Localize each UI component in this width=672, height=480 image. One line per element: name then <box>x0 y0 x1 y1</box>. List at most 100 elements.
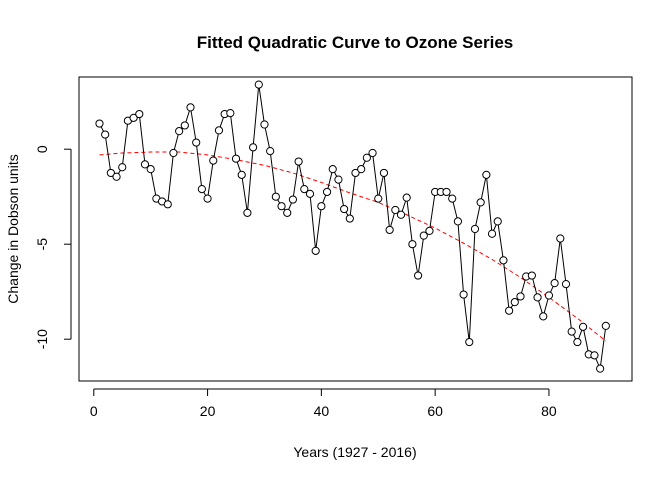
data-point <box>95 119 104 128</box>
data-point <box>550 279 559 288</box>
data-point <box>305 189 315 198</box>
fitted-curve-layer <box>99 151 607 342</box>
data-point <box>533 293 542 302</box>
data-point <box>129 113 138 122</box>
data-point <box>112 172 121 181</box>
data-point <box>493 217 502 226</box>
data-point <box>482 170 491 179</box>
data-point <box>140 160 150 169</box>
data-point <box>328 165 337 174</box>
data-point <box>408 240 417 249</box>
x-tick-label: 0 <box>90 403 98 419</box>
data-point <box>118 163 127 172</box>
data-point <box>379 168 389 178</box>
data-point <box>334 175 343 184</box>
plot-area-frame <box>78 76 633 382</box>
data-point <box>271 192 280 201</box>
y-axis: 0 -5 -10 <box>34 145 72 349</box>
y-tick-label: -10 <box>34 329 50 349</box>
data-point <box>283 208 292 217</box>
chart-title: Fitted Quadratic Curve to Ozone Series <box>197 33 513 52</box>
data-point <box>345 214 354 223</box>
data-point <box>197 185 206 194</box>
data-point <box>396 210 406 219</box>
data-point <box>351 168 360 178</box>
data-point <box>402 193 411 202</box>
data-point <box>214 126 224 135</box>
data-point <box>453 217 463 226</box>
data-point <box>596 364 605 373</box>
data-point <box>146 165 155 174</box>
data-point <box>368 148 377 158</box>
data-point <box>476 198 485 207</box>
data-point <box>186 103 195 112</box>
data-point <box>442 187 451 197</box>
data-point <box>288 195 298 204</box>
data-point <box>203 194 212 203</box>
ozone-series-line <box>99 84 607 371</box>
data-point <box>135 109 144 119</box>
data-point <box>294 157 303 166</box>
data-point <box>459 290 468 299</box>
data-point <box>175 127 184 136</box>
data-point <box>226 109 235 118</box>
data-point <box>413 271 423 280</box>
data-point <box>106 168 115 178</box>
data-point <box>248 143 258 152</box>
data-point <box>101 130 110 139</box>
data-point <box>192 138 201 147</box>
data-point <box>391 205 400 215</box>
data-point <box>516 292 525 301</box>
data-point <box>448 194 457 203</box>
data-point <box>317 202 326 211</box>
data-point <box>425 226 434 235</box>
data-point <box>539 312 548 321</box>
data-point <box>419 231 428 240</box>
x-tick-label: 80 <box>541 403 557 419</box>
data-point <box>510 298 519 307</box>
data-point <box>163 200 172 209</box>
data-point <box>209 156 218 165</box>
data-point <box>266 147 275 156</box>
data-point <box>260 120 269 129</box>
data-point <box>254 80 263 89</box>
data-point <box>578 322 588 331</box>
data-point <box>169 148 178 158</box>
data-point <box>362 153 371 162</box>
data-point <box>556 234 565 243</box>
x-axis-label: Years (1927 - 2016) <box>293 444 416 460</box>
y-tick-label: -5 <box>34 238 50 251</box>
x-tick-label: 60 <box>427 403 443 419</box>
x-tick-label: 40 <box>314 403 330 419</box>
ozone-series-layer <box>95 80 610 373</box>
y-tick-label: 0 <box>34 145 50 153</box>
data-point <box>487 229 497 238</box>
data-point <box>277 202 286 211</box>
data-point <box>527 271 536 280</box>
data-point <box>567 327 576 336</box>
data-point <box>601 321 610 330</box>
data-point <box>322 187 332 197</box>
fitted-quadratic-line <box>99 151 607 342</box>
data-point <box>231 154 241 163</box>
data-point <box>385 225 394 235</box>
data-point <box>237 170 246 179</box>
data-point <box>300 185 309 194</box>
x-tick-label: 20 <box>200 403 216 419</box>
data-point <box>505 306 514 315</box>
y-axis-label: Change in Dobson units <box>5 154 21 303</box>
data-point <box>573 337 582 347</box>
data-point <box>340 204 349 214</box>
data-point <box>180 121 189 130</box>
data-point <box>544 291 554 300</box>
data-point <box>357 165 366 174</box>
data-point <box>311 246 320 255</box>
data-point <box>465 337 474 347</box>
data-point <box>243 208 252 217</box>
data-point <box>590 351 599 360</box>
data-point <box>374 194 383 203</box>
data-point <box>470 224 480 234</box>
x-axis: 0 20 40 60 80 <box>90 388 557 419</box>
data-point <box>561 280 571 289</box>
